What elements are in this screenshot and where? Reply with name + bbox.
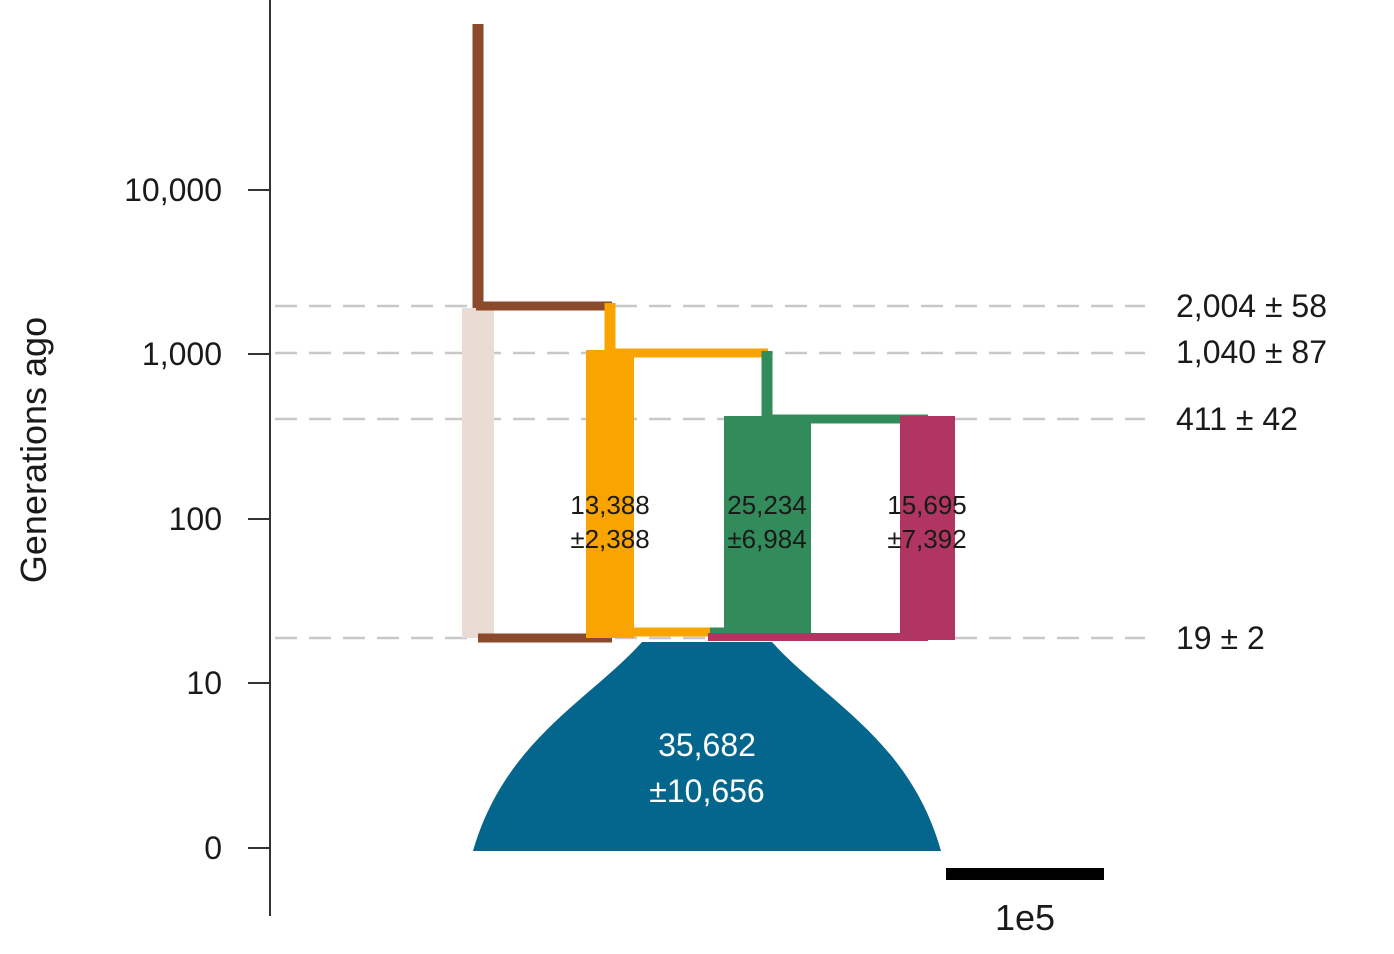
tick-label-10: 10 [186,665,222,701]
tick-label-10000: 10,000 [124,172,222,208]
event-label-2004: 2,004 ± 58 [1176,288,1327,324]
root-size-label: 35,682 [658,727,756,763]
green-size-label: 25,234 [727,490,807,520]
ghost-population-block [462,308,494,638]
crimson-ci-label: ±7,392 [887,524,966,554]
crimson-size-label: 15,695 [887,490,967,520]
tick-label-100: 100 [169,501,222,537]
event-label-1040: 1,040 ± 87 [1176,334,1327,370]
green-ci-label: ±6,984 [727,524,806,554]
scale-bar-label: 1e5 [995,897,1055,938]
tick-label-1000: 1,000 [142,336,222,372]
crimson-population-block [900,416,955,640]
event-label-19: 19 ± 2 [1176,620,1265,656]
root-population-dome [473,642,941,851]
y-axis-title: Generations ago [13,317,54,583]
orange-ci-label: ±2,388 [570,524,649,554]
root-ci-label: ±10,656 [649,773,764,809]
orange-population-block [586,350,634,638]
green-population-block [724,416,811,638]
event-label-411: 411 ± 42 [1176,401,1298,437]
tick-label-0: 0 [204,830,222,866]
orange-size-label: 13,388 [570,490,650,520]
scale-bar [946,868,1104,880]
